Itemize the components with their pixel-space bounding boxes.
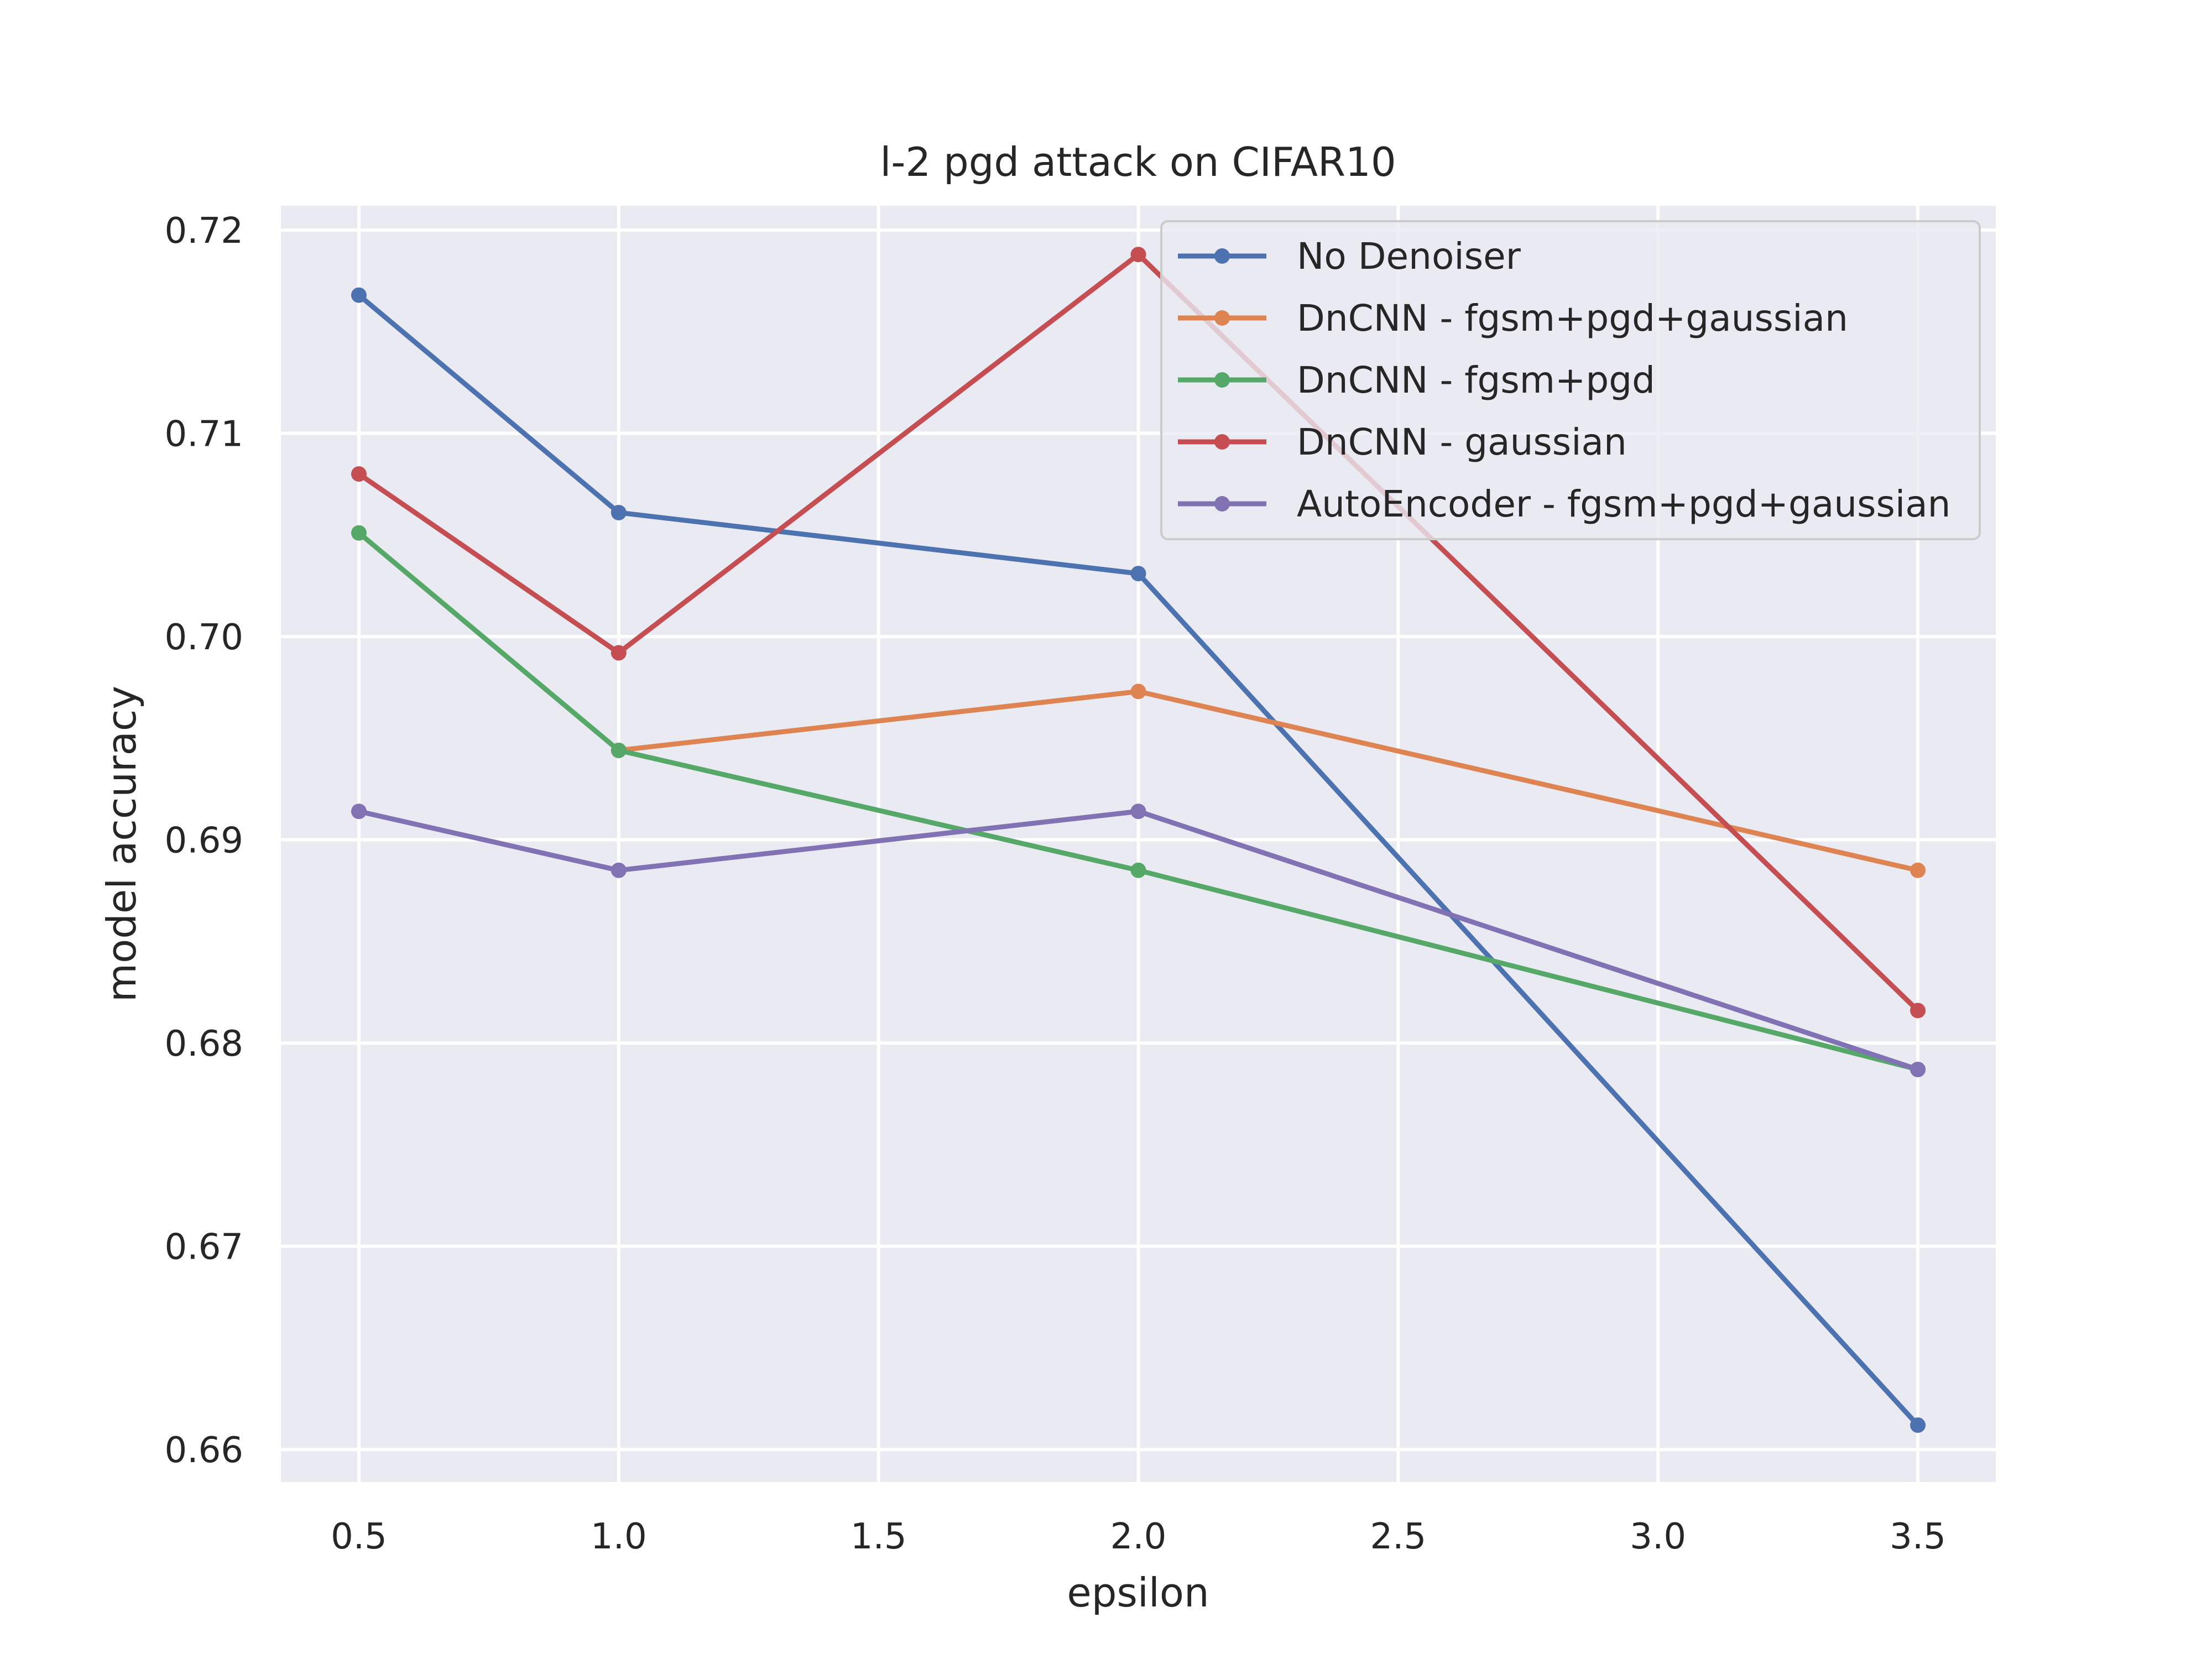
y-tick-label: 0.67 [165, 1227, 244, 1268]
series-line [356, 252, 1921, 1013]
legend-marker [1214, 372, 1230, 388]
legend-marker [1214, 248, 1230, 264]
y-tick-label: 0.72 [165, 211, 244, 252]
y-tick-label: 0.71 [165, 414, 244, 455]
legend-label: DnCNN - fgsm+pgd+gaussian [1297, 297, 1848, 340]
data-point [611, 742, 627, 758]
legend-item: DnCNN - fgsm+pgd+gaussian [1178, 297, 1848, 340]
legend-label: DnCNN - fgsm+pgd [1297, 359, 1655, 401]
data-point [611, 504, 627, 520]
series-layer [351, 247, 1926, 1433]
x-tick-label: 3.0 [1630, 1516, 1686, 1557]
series-dncnn-gaussian [351, 247, 1926, 1019]
legend-item: AutoEncoder - fgsm+pgd+gaussian [1178, 483, 1951, 525]
x-ticks: 0.5 1.0 1.5 2.0 2.5 3.0 3.5 [331, 1516, 1946, 1557]
x-tick-label: 3.5 [1890, 1516, 1946, 1557]
data-point [1130, 684, 1146, 700]
legend-item: DnCNN - fgsm+pgd [1178, 359, 1655, 401]
data-point [351, 287, 367, 303]
data-point [351, 804, 367, 820]
data-point [351, 466, 367, 482]
legend-marker [1214, 496, 1230, 512]
data-point [1130, 566, 1146, 582]
x-tick-label: 2.0 [1110, 1516, 1167, 1557]
legend-label: DnCNN - gaussian [1297, 421, 1627, 463]
series-line [356, 808, 1921, 1072]
x-tick-label: 2.5 [1370, 1516, 1426, 1557]
x-tick-label: 0.5 [331, 1516, 387, 1557]
y-tick-label: 0.66 [165, 1430, 244, 1471]
y-tick-label: 0.70 [165, 617, 244, 658]
legend-marker [1214, 310, 1230, 326]
y-tick-label: 0.69 [165, 821, 244, 862]
data-point [1130, 247, 1146, 263]
series-autoencoder-fgsm-pgd-gaussian [351, 804, 1926, 1077]
legend-label: AutoEncoder - fgsm+pgd+gaussian [1297, 483, 1951, 525]
data-point [1910, 1417, 1926, 1433]
y-ticks: 0.66 0.67 0.68 0.69 0.70 0.71 0.72 [165, 211, 244, 1471]
series-no-denoiser [351, 287, 1926, 1433]
x-axis-label: epsilon [1067, 1569, 1209, 1616]
legend-item: DnCNN - gaussian [1178, 421, 1627, 463]
legend-label: No Denoiser [1297, 235, 1521, 278]
data-point [611, 862, 627, 878]
legend-marker [1214, 434, 1230, 450]
data-point [1910, 862, 1926, 878]
series-line [356, 293, 1921, 1428]
y-tick-label: 0.68 [165, 1024, 244, 1065]
data-point [1910, 1061, 1926, 1077]
legend: No Denoiser DnCNN - fgsm+pgd+gaussian DnCN… [1160, 220, 1981, 540]
x-tick-label: 1.5 [851, 1516, 907, 1557]
data-point [1910, 1003, 1926, 1019]
y-axis-label: model accuracy [98, 686, 145, 1002]
series-line [356, 530, 1921, 1072]
legend-item: No Denoiser [1178, 235, 1521, 278]
legend-frame [1160, 220, 1981, 540]
data-point [1130, 862, 1146, 878]
chart-title: l-2 pgd attack on CIFAR10 [880, 139, 1396, 185]
data-point [351, 525, 367, 541]
x-tick-label: 1.0 [591, 1516, 647, 1557]
data-point [1130, 804, 1146, 820]
data-point [611, 645, 627, 661]
